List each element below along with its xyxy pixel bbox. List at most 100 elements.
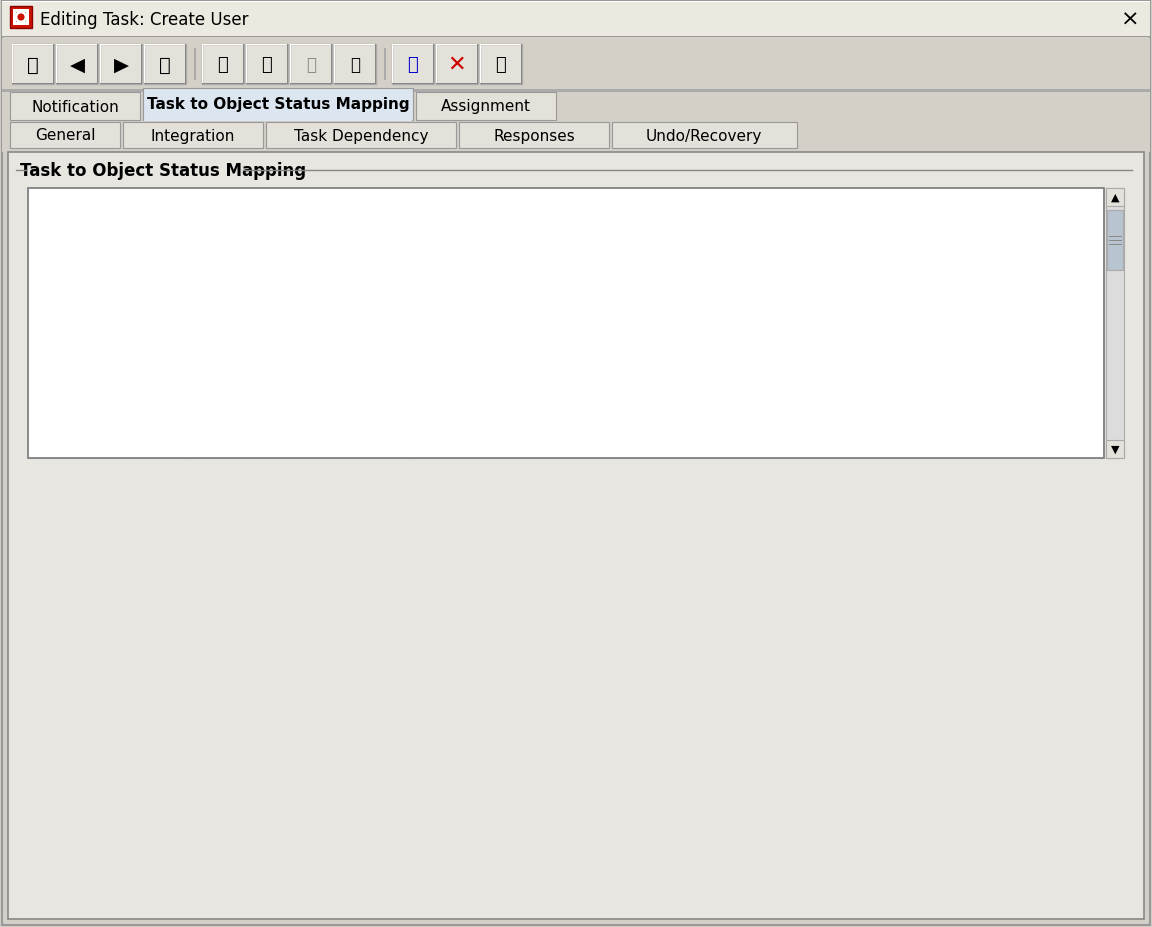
- Bar: [392, 84, 434, 85]
- Bar: [28, 189, 1104, 459]
- Bar: [247, 84, 288, 85]
- Bar: [123, 123, 263, 149]
- Bar: [384, 49, 386, 81]
- Text: ◀: ◀: [69, 56, 84, 74]
- Text: Completed: Completed: [196, 226, 280, 241]
- Bar: [10, 7, 32, 29]
- Bar: [334, 84, 376, 85]
- Bar: [290, 44, 332, 85]
- Bar: [144, 44, 185, 85]
- Text: Task to Object Status Mapping: Task to Object Status Mapping: [20, 162, 306, 180]
- Text: Provisioned: Provisioned: [416, 436, 505, 451]
- Bar: [1106, 440, 1124, 459]
- Text: Editing Task: Create User: Editing Task: Create User: [40, 11, 249, 29]
- Bar: [416, 93, 556, 121]
- Bar: [28, 428, 1104, 459]
- Bar: [1106, 189, 1124, 207]
- Bar: [480, 84, 522, 85]
- Bar: [247, 44, 288, 85]
- Bar: [10, 123, 120, 149]
- Text: Rejected: Rejected: [196, 286, 263, 301]
- Text: ▼: ▼: [1111, 445, 1120, 454]
- Bar: [8, 153, 1144, 919]
- Bar: [28, 189, 1104, 219]
- Bar: [194, 49, 196, 81]
- Bar: [480, 44, 522, 85]
- Text: 5: 5: [50, 226, 59, 241]
- Text: 10: 10: [45, 376, 63, 391]
- Bar: [28, 369, 1104, 399]
- Bar: [56, 44, 98, 46]
- Text: 12: 12: [45, 436, 63, 451]
- Text: ▲: ▲: [1111, 193, 1120, 203]
- Bar: [28, 309, 1104, 338]
- Bar: [100, 84, 142, 85]
- Bar: [202, 44, 244, 85]
- Bar: [202, 44, 244, 46]
- Bar: [2, 91, 1150, 93]
- Bar: [392, 44, 434, 85]
- Text: None: None: [416, 346, 456, 362]
- Bar: [290, 84, 332, 85]
- Text: None: None: [416, 226, 456, 241]
- Text: Responses: Responses: [493, 128, 575, 144]
- Bar: [435, 44, 478, 85]
- Text: 💾: 💾: [262, 56, 272, 74]
- Bar: [10, 93, 141, 121]
- Bar: [392, 44, 434, 46]
- Bar: [144, 84, 185, 85]
- Text: 6: 6: [50, 256, 59, 272]
- Text: None: None: [416, 286, 456, 301]
- Text: UCR: UCR: [86, 256, 119, 272]
- Text: Status: Status: [111, 197, 159, 211]
- Text: X: X: [86, 376, 97, 391]
- Text: Task Dependency: Task Dependency: [294, 128, 429, 144]
- Bar: [266, 123, 456, 149]
- Bar: [143, 89, 414, 121]
- Text: Completed: Completed: [196, 436, 280, 451]
- Bar: [16, 13, 26, 23]
- Text: 🔄: 🔄: [408, 56, 418, 74]
- Text: Object Status: Object Status: [705, 197, 809, 211]
- Bar: [28, 189, 1104, 459]
- Bar: [334, 44, 376, 46]
- Text: C: C: [86, 436, 97, 451]
- Bar: [1107, 210, 1123, 271]
- Text: Assignment: Assignment: [441, 99, 531, 114]
- Bar: [12, 44, 54, 46]
- Text: 9: 9: [50, 346, 59, 362]
- Text: General: General: [35, 128, 96, 144]
- Text: UT: UT: [86, 226, 107, 241]
- Bar: [1106, 189, 1124, 459]
- Text: Integration: Integration: [151, 128, 235, 144]
- Text: Task to Object Status Mapping: Task to Object Status Mapping: [146, 97, 409, 112]
- Bar: [612, 123, 797, 149]
- Bar: [435, 84, 478, 85]
- Bar: [2, 37, 1150, 38]
- Bar: [247, 44, 288, 46]
- Bar: [2, 90, 1150, 91]
- Text: Cancelled: Cancelled: [196, 376, 272, 391]
- Bar: [28, 219, 1104, 248]
- Text: ×: ×: [1121, 10, 1139, 30]
- Text: R: R: [86, 406, 97, 421]
- Text: 🔧: 🔧: [350, 56, 359, 74]
- Bar: [13, 10, 29, 26]
- Text: 11: 11: [45, 406, 63, 421]
- Text: Category: Category: [265, 197, 335, 211]
- Text: None: None: [416, 256, 456, 272]
- Bar: [28, 338, 1104, 369]
- Bar: [2, 2, 1150, 3]
- Text: ✕: ✕: [448, 55, 467, 75]
- Bar: [290, 44, 332, 46]
- Text: Rejected: Rejected: [196, 406, 263, 421]
- Bar: [100, 44, 142, 46]
- Text: ⏭: ⏭: [159, 56, 170, 74]
- Text: Waiting: Waiting: [196, 316, 253, 331]
- Bar: [334, 44, 376, 85]
- Text: None: None: [416, 406, 456, 421]
- Bar: [2, 2, 1150, 38]
- Bar: [435, 44, 478, 46]
- Bar: [458, 123, 609, 149]
- Bar: [28, 399, 1104, 428]
